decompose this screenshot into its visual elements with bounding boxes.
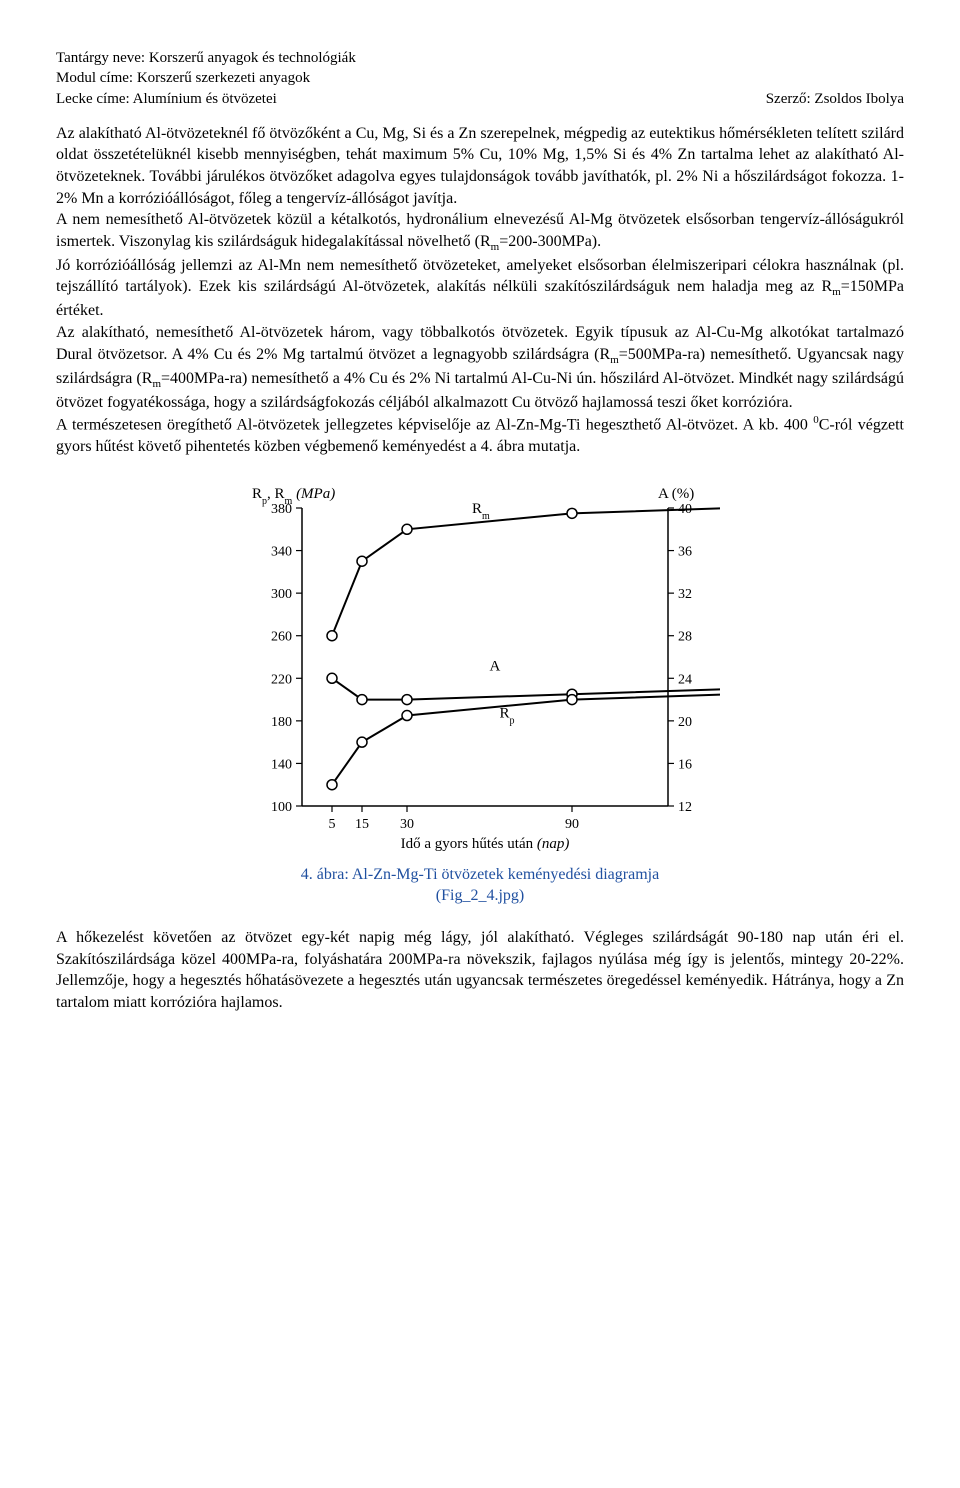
footer-text: A hőkezelést követően az ötvözet egy-két… xyxy=(56,927,904,1013)
svg-text:340: 340 xyxy=(271,544,292,559)
svg-text:15: 15 xyxy=(355,817,369,832)
svg-text:140: 140 xyxy=(271,757,292,772)
svg-text:5: 5 xyxy=(329,817,336,832)
subject-value: Korszerű anyagok és technológiák xyxy=(149,50,356,66)
caption-prefix: 4. xyxy=(301,866,313,883)
caption-link: (Fig_2_4.jpg) xyxy=(436,887,524,904)
author: Szerző: Zsoldos Ibolya xyxy=(766,89,904,109)
svg-text:24: 24 xyxy=(678,672,692,687)
header-line-1: Tantárgy neve: Korszerű anyagok és techn… xyxy=(56,48,904,68)
svg-text:300: 300 xyxy=(271,587,292,602)
header-line-2: Modul címe: Korszerű szerkezeti anyagok xyxy=(56,68,904,88)
svg-text:100: 100 xyxy=(271,800,292,815)
author-value: Zsoldos Ibolya xyxy=(814,91,904,107)
svg-text:20: 20 xyxy=(678,715,692,730)
author-label: Szerző: xyxy=(766,91,811,107)
svg-text:12: 12 xyxy=(678,800,692,815)
subject-label: Tantárgy neve: xyxy=(56,50,145,66)
svg-text:220: 220 xyxy=(271,672,292,687)
document-header: Tantárgy neve: Korszerű anyagok és techn… xyxy=(56,48,904,109)
chart-svg: 1001401802202603003403801216202428323640… xyxy=(240,476,720,856)
svg-text:16: 16 xyxy=(678,757,692,772)
svg-text:32: 32 xyxy=(678,587,692,602)
caption-text: ábra: Al-Zn-Mg-Ti ötvözetek keményedési … xyxy=(317,866,659,883)
module-label: Modul címe: xyxy=(56,70,133,86)
module-value: Korszerű szerkezeti anyagok xyxy=(137,70,310,86)
svg-text:Idő a gyors hűtés után (nap): Idő a gyors hűtés után (nap) xyxy=(401,836,570,852)
lesson: Lecke címe: Alumínium és ötvözetei xyxy=(56,89,277,109)
svg-text:36: 36 xyxy=(678,544,692,559)
svg-text:260: 260 xyxy=(271,629,292,644)
svg-text:28: 28 xyxy=(678,629,692,644)
svg-text:A: A xyxy=(490,658,501,674)
svg-text:Rp, Rm (MPa): Rp, Rm (MPa) xyxy=(252,486,335,507)
body-text: Az alakítható Al-ötvözeteknél fő ötvözők… xyxy=(56,123,904,458)
header-line-3: Lecke címe: Alumínium és ötvözetei Szerz… xyxy=(56,89,904,109)
figure-caption: 4. ábra: Al-Zn-Mg-Ti ötvözetek keményedé… xyxy=(56,864,904,907)
svg-text:30: 30 xyxy=(400,817,414,832)
svg-text:A (%): A (%) xyxy=(658,486,694,502)
svg-text:180: 180 xyxy=(271,715,292,730)
lesson-value: Alumínium és ötvözetei xyxy=(133,91,277,107)
figure-4: 1001401802202603003403801216202428323640… xyxy=(240,476,720,856)
lesson-label: Lecke címe: xyxy=(56,91,130,107)
svg-text:Rm: Rm xyxy=(472,501,490,522)
svg-text:90: 90 xyxy=(565,817,579,832)
svg-text:Rp: Rp xyxy=(500,705,515,726)
